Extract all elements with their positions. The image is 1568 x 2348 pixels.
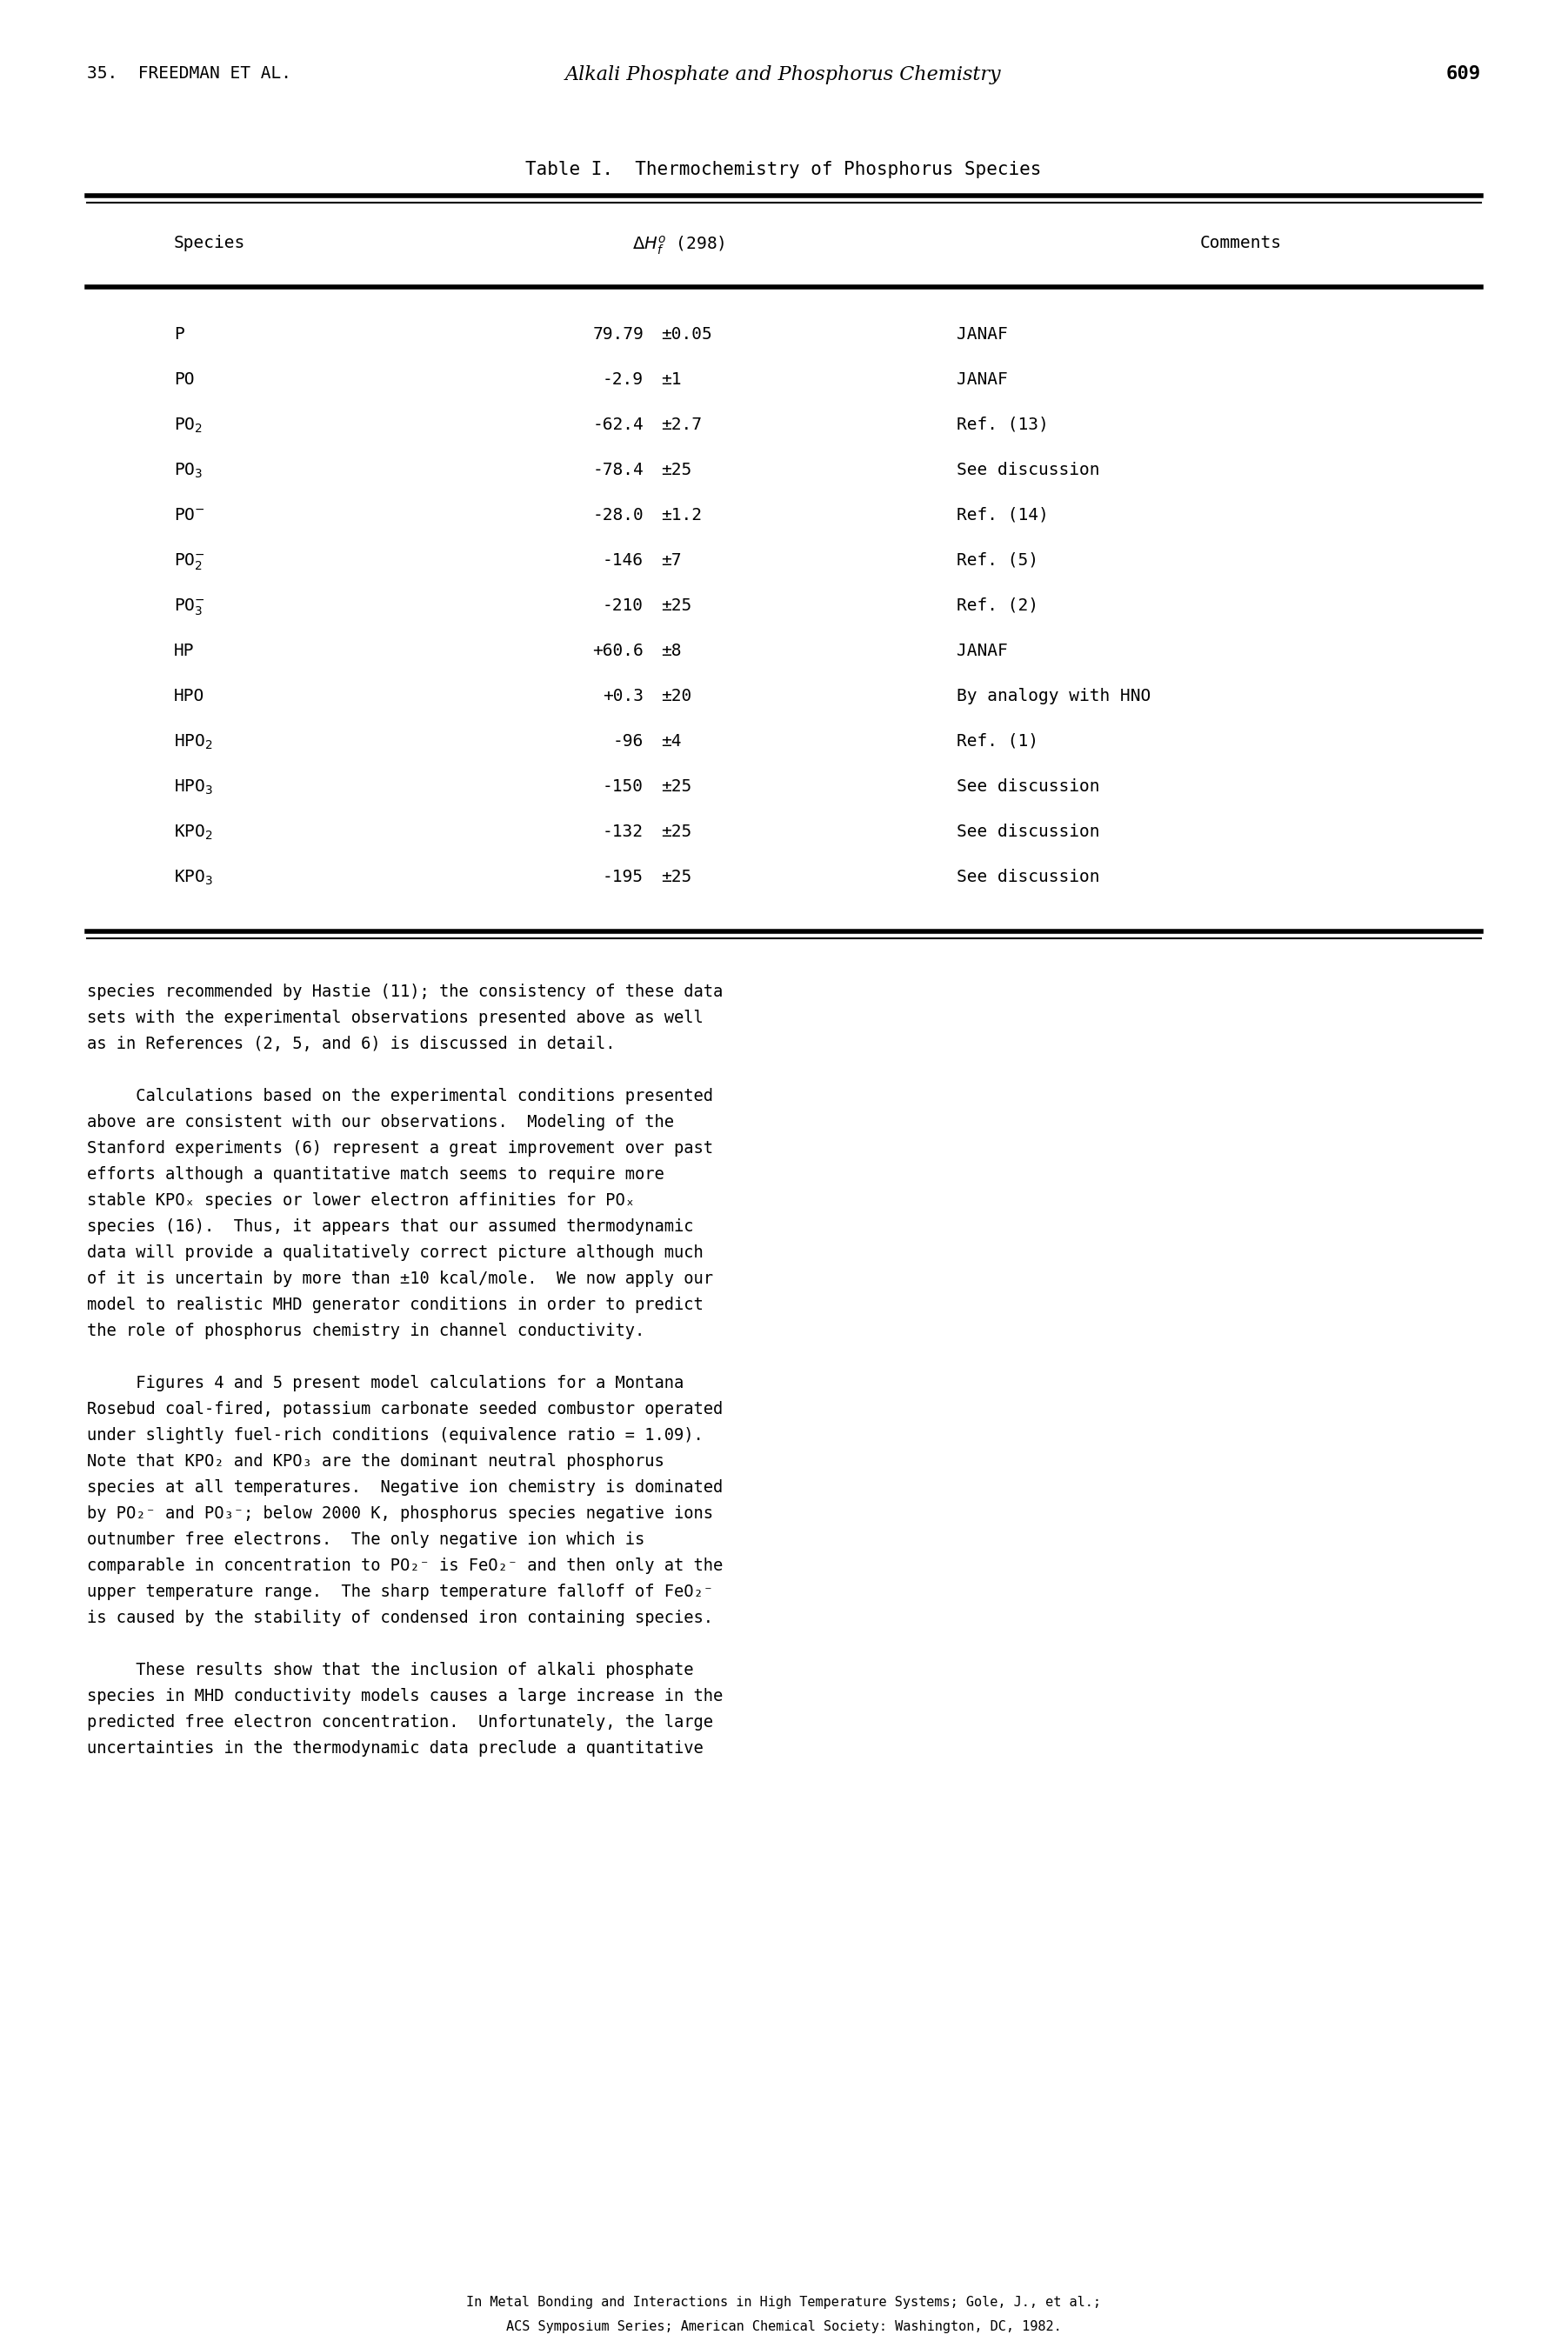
Text: ±8: ±8 <box>662 643 682 660</box>
Text: Alkali Phosphate and Phosphorus Chemistry: Alkali Phosphate and Phosphorus Chemistr… <box>566 66 1002 85</box>
Text: -78.4: -78.4 <box>593 463 643 479</box>
Text: See discussion: See discussion <box>956 824 1099 841</box>
Text: ±25: ±25 <box>662 463 691 479</box>
Text: -210: -210 <box>602 596 643 613</box>
Text: species (16).  Thus, it appears that our assumed thermodynamic: species (16). Thus, it appears that our … <box>86 1219 693 1235</box>
Text: comparable in concentration to PO₂⁻ is FeO₂⁻ and then only at the: comparable in concentration to PO₂⁻ is F… <box>86 1557 723 1573</box>
Text: sets with the experimental observations presented above as well: sets with the experimental observations … <box>86 1010 704 1026</box>
Text: +60.6: +60.6 <box>593 643 643 660</box>
Text: under slightly fuel-rich conditions (equivalence ratio = 1.09).: under slightly fuel-rich conditions (equ… <box>86 1428 704 1444</box>
Text: as in References (2, 5, and 6) is discussed in detail.: as in References (2, 5, and 6) is discus… <box>86 1035 615 1052</box>
Text: See discussion: See discussion <box>956 869 1099 885</box>
Text: ACS Symposium Series; American Chemical Society: Washington, DC, 1982.: ACS Symposium Series; American Chemical … <box>506 2320 1062 2334</box>
Text: ±4: ±4 <box>662 733 682 749</box>
Text: ±1: ±1 <box>662 371 682 387</box>
Text: -2.9: -2.9 <box>602 371 643 387</box>
Text: species in MHD conductivity models causes a large increase in the: species in MHD conductivity models cause… <box>86 1688 723 1705</box>
Text: JANAF: JANAF <box>956 371 1008 387</box>
Text: Stanford experiments (6) represent a great improvement over past: Stanford experiments (6) represent a gre… <box>86 1141 713 1158</box>
Text: Comments: Comments <box>1200 235 1283 251</box>
Text: ±7: ±7 <box>662 552 682 568</box>
Text: KPO$_3$: KPO$_3$ <box>174 869 213 888</box>
Text: species at all temperatures.  Negative ion chemistry is dominated: species at all temperatures. Negative io… <box>86 1479 723 1496</box>
Text: ±2.7: ±2.7 <box>662 416 702 432</box>
Text: -28.0: -28.0 <box>593 507 643 524</box>
Text: $\Delta H_f^o$ (298): $\Delta H_f^o$ (298) <box>632 235 724 256</box>
Text: ±25: ±25 <box>662 869 691 885</box>
Text: Calculations based on the experimental conditions presented: Calculations based on the experimental c… <box>86 1087 713 1104</box>
Text: In Metal Bonding and Interactions in High Temperature Systems; Gole, J., et al.;: In Metal Bonding and Interactions in Hig… <box>466 2296 1101 2308</box>
Text: ±25: ±25 <box>662 824 691 841</box>
Text: efforts although a quantitative match seems to require more: efforts although a quantitative match se… <box>86 1167 665 1183</box>
Text: Note that KPO₂ and KPO₃ are the dominant neutral phosphorus: Note that KPO₂ and KPO₃ are the dominant… <box>86 1453 665 1470</box>
Text: above are consistent with our observations.  Modeling of the: above are consistent with our observatio… <box>86 1113 674 1129</box>
Text: Ref. (13): Ref. (13) <box>956 416 1049 432</box>
Text: P: P <box>174 326 183 343</box>
Text: is caused by the stability of condensed iron containing species.: is caused by the stability of condensed … <box>86 1611 713 1627</box>
Text: PO$_2$: PO$_2$ <box>174 416 202 434</box>
Text: PO$_3$: PO$_3$ <box>174 463 202 481</box>
Text: uncertainties in the thermodynamic data preclude a quantitative: uncertainties in the thermodynamic data … <box>86 1740 704 1756</box>
Text: of it is uncertain by more than ±10 kcal/mole.  We now apply our: of it is uncertain by more than ±10 kcal… <box>86 1270 713 1287</box>
Text: -150: -150 <box>602 777 643 796</box>
Text: by PO₂⁻ and PO₃⁻; below 2000 K, phosphorus species negative ions: by PO₂⁻ and PO₃⁻; below 2000 K, phosphor… <box>86 1505 713 1522</box>
Text: data will provide a qualitatively correct picture although much: data will provide a qualitatively correc… <box>86 1244 704 1261</box>
Text: Species: Species <box>174 235 246 251</box>
Text: See discussion: See discussion <box>956 463 1099 479</box>
Text: +0.3: +0.3 <box>602 688 643 704</box>
Text: ±25: ±25 <box>662 596 691 613</box>
Text: 609: 609 <box>1446 66 1482 82</box>
Text: upper temperature range.  The sharp temperature falloff of FeO₂⁻: upper temperature range. The sharp tempe… <box>86 1583 713 1599</box>
Text: the role of phosphorus chemistry in channel conductivity.: the role of phosphorus chemistry in chan… <box>86 1322 644 1338</box>
Text: HP: HP <box>174 643 194 660</box>
Text: Ref. (5): Ref. (5) <box>956 552 1038 568</box>
Text: See discussion: See discussion <box>956 777 1099 796</box>
Text: model to realistic MHD generator conditions in order to predict: model to realistic MHD generator conditi… <box>86 1296 704 1313</box>
Text: Figures 4 and 5 present model calculations for a Montana: Figures 4 and 5 present model calculatio… <box>86 1376 684 1392</box>
Text: species recommended by Hastie (11); the consistency of these data: species recommended by Hastie (11); the … <box>86 984 723 1000</box>
Text: JANAF: JANAF <box>956 643 1008 660</box>
Text: Ref. (1): Ref. (1) <box>956 733 1038 749</box>
Text: HPO$_3$: HPO$_3$ <box>174 777 213 796</box>
Text: 35.  FREEDMAN ET AL.: 35. FREEDMAN ET AL. <box>86 66 292 82</box>
Text: KPO$_2$: KPO$_2$ <box>174 824 213 843</box>
Text: PO$_2^{-}$: PO$_2^{-}$ <box>174 552 205 573</box>
Text: ±0.05: ±0.05 <box>662 326 712 343</box>
Text: outnumber free electrons.  The only negative ion which is: outnumber free electrons. The only negat… <box>86 1531 644 1547</box>
Text: ±1.2: ±1.2 <box>662 507 702 524</box>
Text: ±25: ±25 <box>662 777 691 796</box>
Text: PO: PO <box>174 371 194 387</box>
Text: -96: -96 <box>613 733 643 749</box>
Text: -146: -146 <box>602 552 643 568</box>
Text: PO$_3^{-}$: PO$_3^{-}$ <box>174 596 205 618</box>
Text: stable KPOₓ species or lower electron affinities for POₓ: stable KPOₓ species or lower electron af… <box>86 1193 635 1209</box>
Text: predicted free electron concentration.  Unfortunately, the large: predicted free electron concentration. U… <box>86 1714 713 1730</box>
Text: ±20: ±20 <box>662 688 691 704</box>
Text: PO$^{-}$: PO$^{-}$ <box>174 507 205 524</box>
Text: Rosebud coal-fired, potassium carbonate seeded combustor operated: Rosebud coal-fired, potassium carbonate … <box>86 1402 723 1418</box>
Text: -62.4: -62.4 <box>593 416 643 432</box>
Text: HPO$_2$: HPO$_2$ <box>174 733 213 751</box>
Text: Table I.  Thermochemistry of Phosphorus Species: Table I. Thermochemistry of Phosphorus S… <box>525 162 1041 178</box>
Text: JANAF: JANAF <box>956 326 1008 343</box>
Text: HPO: HPO <box>174 688 204 704</box>
Text: -132: -132 <box>602 824 643 841</box>
Text: By analogy with HNO: By analogy with HNO <box>956 688 1151 704</box>
Text: Ref. (2): Ref. (2) <box>956 596 1038 613</box>
Text: These results show that the inclusion of alkali phosphate: These results show that the inclusion of… <box>86 1662 693 1679</box>
Text: Ref. (14): Ref. (14) <box>956 507 1049 524</box>
Text: 79.79: 79.79 <box>593 326 643 343</box>
Text: -195: -195 <box>602 869 643 885</box>
